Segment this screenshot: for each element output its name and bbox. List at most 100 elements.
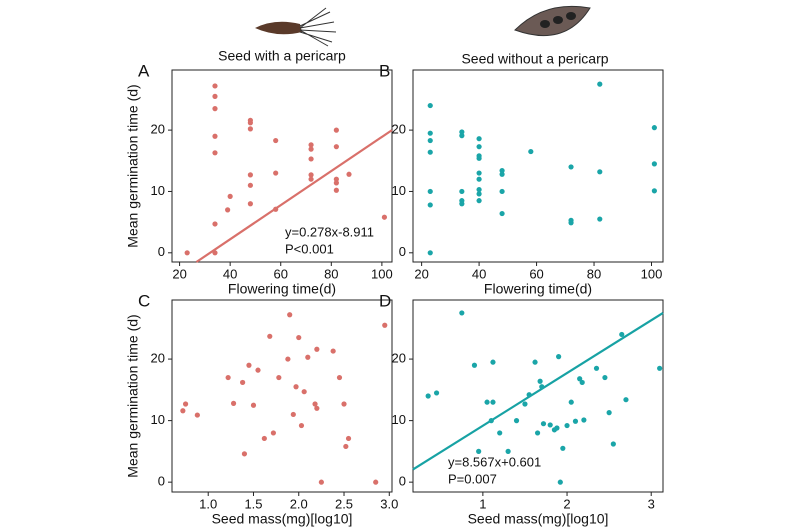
- panel-label: B: [379, 61, 390, 80]
- point: [459, 310, 465, 316]
- y-tick-label: 0: [158, 244, 165, 259]
- point: [212, 133, 218, 139]
- point: [343, 443, 349, 450]
- point: [247, 126, 253, 132]
- point: [182, 401, 189, 407]
- x-tick-label: 1: [479, 496, 486, 511]
- point: [212, 150, 218, 156]
- y-tick-label: 10: [151, 183, 165, 198]
- point: [560, 445, 566, 451]
- point: [488, 418, 494, 424]
- point: [273, 170, 279, 176]
- point: [230, 400, 237, 406]
- plot-frame: [412, 299, 664, 493]
- x-axis-label: Seed mass(mg)[log10]: [468, 511, 609, 527]
- point: [308, 142, 314, 148]
- x-tick-label: 2.0: [290, 496, 308, 511]
- point: [336, 374, 343, 381]
- point: [476, 155, 482, 161]
- point: [490, 359, 496, 365]
- y-tick-label: 10: [392, 183, 406, 198]
- point: [554, 425, 560, 431]
- point: [427, 137, 433, 144]
- point: [484, 399, 490, 405]
- x-tick-label: 2: [563, 496, 570, 511]
- point: [579, 379, 585, 386]
- x-tick-label: 40: [472, 266, 486, 281]
- point: [212, 93, 218, 99]
- y-tick-label: 20: [151, 122, 165, 137]
- point: [568, 399, 574, 405]
- point: [593, 365, 600, 371]
- x-tick-label: 60: [274, 266, 288, 281]
- point: [476, 144, 482, 150]
- point: [180, 408, 186, 414]
- point: [597, 169, 603, 175]
- point: [308, 176, 314, 182]
- point: [651, 161, 657, 167]
- point: [497, 430, 503, 436]
- point: [459, 201, 465, 207]
- point: [241, 451, 248, 457]
- y-tick-label: 0: [158, 474, 165, 489]
- point: [290, 411, 296, 418]
- point: [225, 207, 231, 213]
- panel-label: C: [138, 291, 150, 310]
- y-tick-label: 20: [151, 351, 165, 366]
- point: [261, 435, 267, 442]
- x-axis-label: Flowering time(d): [484, 281, 592, 297]
- y-tick-label: 0: [399, 244, 406, 259]
- point: [308, 172, 314, 178]
- point: [522, 401, 528, 407]
- point: [471, 362, 478, 368]
- point: [528, 148, 534, 155]
- point: [270, 430, 276, 436]
- pericarp-seed-icon: [255, 7, 337, 47]
- point: [225, 374, 231, 381]
- point: [333, 180, 339, 186]
- point: [476, 187, 482, 193]
- point: [556, 354, 562, 360]
- trendline: [412, 311, 664, 471]
- y-tick-label: 20: [392, 122, 406, 137]
- point: [333, 176, 339, 182]
- y-axis-label: Mean germination time (d): [125, 84, 141, 247]
- point: [425, 393, 431, 399]
- point: [499, 171, 505, 177]
- point: [564, 422, 570, 429]
- plot-frame: [171, 69, 393, 263]
- x-axis-label: Flowering time(d): [228, 281, 336, 297]
- annotation: P<0.001: [285, 241, 334, 256]
- y-tick-label: 10: [392, 412, 406, 427]
- point: [333, 187, 339, 193]
- point: [568, 220, 574, 226]
- annotation: y=8.567x+0.601: [448, 454, 541, 469]
- point: [577, 376, 583, 382]
- panel-title: Seed without a pericarp: [461, 51, 608, 67]
- x-tick-label: 80: [324, 266, 338, 281]
- point: [532, 359, 538, 365]
- point: [285, 356, 291, 362]
- point: [312, 401, 318, 407]
- point: [382, 322, 388, 328]
- point: [610, 441, 616, 447]
- point: [273, 137, 279, 144]
- annotation: y=0.278x-8.911: [285, 224, 374, 239]
- point: [657, 365, 663, 371]
- y-tick-label: 20: [392, 351, 406, 366]
- point: [602, 374, 608, 381]
- point: [581, 417, 587, 423]
- point: [606, 410, 612, 416]
- point: [433, 390, 440, 396]
- point: [333, 144, 339, 150]
- point: [212, 221, 218, 227]
- x-tick-label: 40: [223, 266, 237, 281]
- point: [212, 106, 218, 112]
- point: [308, 156, 314, 162]
- point: [534, 430, 541, 436]
- point: [194, 412, 200, 418]
- point: [184, 250, 190, 256]
- x-tick-label: 3: [648, 496, 655, 511]
- point: [476, 176, 482, 182]
